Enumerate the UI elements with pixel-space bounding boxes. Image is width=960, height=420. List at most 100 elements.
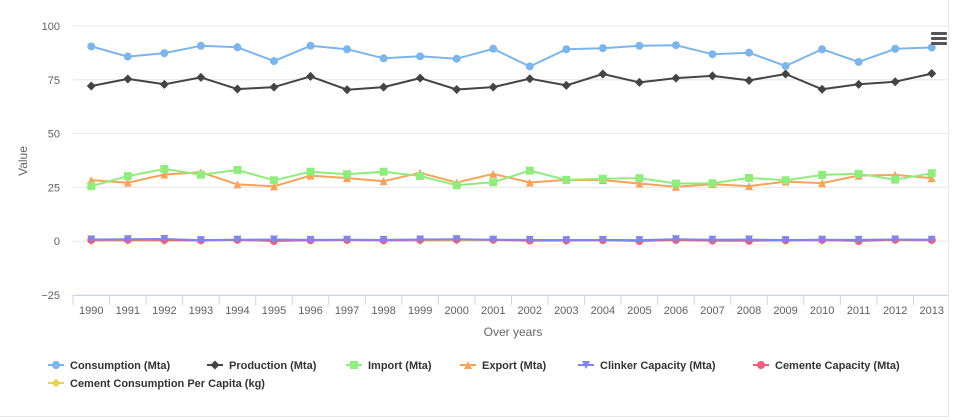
y-tick-label: 100 xyxy=(42,21,60,33)
data-point xyxy=(306,41,315,50)
data-point xyxy=(818,179,827,188)
data-point xyxy=(854,169,863,178)
data-point xyxy=(745,48,754,57)
data-point xyxy=(598,69,608,79)
data-point xyxy=(818,235,827,244)
data-point xyxy=(927,235,936,244)
x-tick-label: 2007 xyxy=(700,305,724,317)
data-point xyxy=(269,235,278,244)
data-point xyxy=(671,235,680,244)
x-tick-label: 2013 xyxy=(919,305,943,317)
series-line xyxy=(91,238,932,242)
data-point xyxy=(745,182,754,191)
data-point xyxy=(817,84,827,94)
data-point xyxy=(86,81,96,91)
x-tick-label: 1997 xyxy=(335,305,359,317)
y-tick-label: 75 xyxy=(48,75,60,87)
y-tick-label: 25 xyxy=(48,182,60,194)
data-point xyxy=(598,174,607,183)
data-point xyxy=(781,176,790,185)
data-point xyxy=(123,172,132,181)
legend-label: Cement Consumption Per Capita (kg) xyxy=(70,378,265,390)
data-point xyxy=(927,69,937,79)
x-tick-label: 1990 xyxy=(79,305,103,317)
data-point xyxy=(635,236,644,245)
legend-item[interactable]: Import (Mta) xyxy=(346,360,432,372)
data-point xyxy=(854,79,864,89)
x-tick-label: 2001 xyxy=(481,305,505,317)
data-point xyxy=(488,82,498,92)
data-point xyxy=(525,74,535,84)
legend-item[interactable]: Clinker Capacity (Mta) xyxy=(578,360,716,372)
x-tick-label: 1991 xyxy=(116,305,140,317)
legend-item[interactable]: Cemente Capacity (Mta) xyxy=(753,360,900,372)
data-point xyxy=(233,43,242,52)
data-point xyxy=(745,235,754,244)
series-line xyxy=(91,72,932,91)
series-line xyxy=(91,167,932,188)
data-point xyxy=(269,182,278,191)
data-point xyxy=(598,235,607,244)
data-point xyxy=(159,79,169,89)
chart-menu-button[interactable] xyxy=(928,30,950,50)
data-point xyxy=(87,182,96,191)
data-point xyxy=(562,175,571,184)
data-point xyxy=(452,181,461,190)
data-point xyxy=(123,52,132,61)
data-point xyxy=(561,80,571,90)
legend-item[interactable]: Consumption (Mta) xyxy=(48,360,171,372)
axes: −25 0 25 50 75 100 1990 1991 1992 1993 1994 1995 199… xyxy=(41,21,948,317)
series-4 xyxy=(87,235,936,245)
data-point xyxy=(890,77,900,87)
data-point xyxy=(160,170,169,179)
hamburger-menu-icon xyxy=(928,32,950,45)
data-point xyxy=(635,179,644,188)
data-point xyxy=(891,235,900,244)
legend-item[interactable]: Production (Mta) xyxy=(207,360,317,372)
x-tick-label: 1995 xyxy=(262,305,286,317)
x-tick-label: 2002 xyxy=(518,305,542,317)
x-tick-label: 1996 xyxy=(298,305,322,317)
legend-symbol xyxy=(464,361,472,369)
legend-symbol xyxy=(52,361,60,369)
data-point xyxy=(781,69,791,79)
legend-symbol xyxy=(51,378,61,388)
data-point xyxy=(87,235,96,244)
x-tick-label: 1998 xyxy=(371,305,395,317)
data-point xyxy=(452,84,462,94)
data-point xyxy=(232,84,242,94)
series-line xyxy=(91,44,932,68)
data-point xyxy=(781,236,790,245)
x-tick-label: 2012 xyxy=(883,305,907,317)
data-point xyxy=(818,45,827,54)
data-point xyxy=(379,177,388,186)
data-point xyxy=(525,166,534,175)
series-1 xyxy=(86,69,937,95)
legend-item[interactable]: Cement Consumption Per Capita (kg) xyxy=(48,378,265,390)
data-point xyxy=(489,235,498,244)
data-point xyxy=(635,174,644,183)
data-point xyxy=(160,235,169,244)
legend-symbol xyxy=(210,360,220,370)
y-tick-label: −25 xyxy=(41,290,60,302)
legend-label: Export (Mta) xyxy=(482,360,547,372)
data-point xyxy=(562,236,571,245)
data-point xyxy=(87,176,96,185)
data-point xyxy=(379,54,388,63)
data-point xyxy=(233,180,242,189)
data-point xyxy=(379,235,388,244)
x-tick-label: 2006 xyxy=(664,305,688,317)
data-point xyxy=(708,235,717,244)
x-tick-label: 2010 xyxy=(810,305,834,317)
data-point xyxy=(927,43,936,52)
legend-symbol xyxy=(582,361,590,369)
data-point xyxy=(416,235,425,244)
legend-item[interactable]: Export (Mta) xyxy=(460,360,547,372)
series-2 xyxy=(87,164,936,191)
x-tick-label: 2004 xyxy=(591,305,615,317)
data-point xyxy=(671,41,680,50)
data-point xyxy=(269,82,279,92)
data-point xyxy=(416,171,425,180)
data-point xyxy=(233,165,242,174)
